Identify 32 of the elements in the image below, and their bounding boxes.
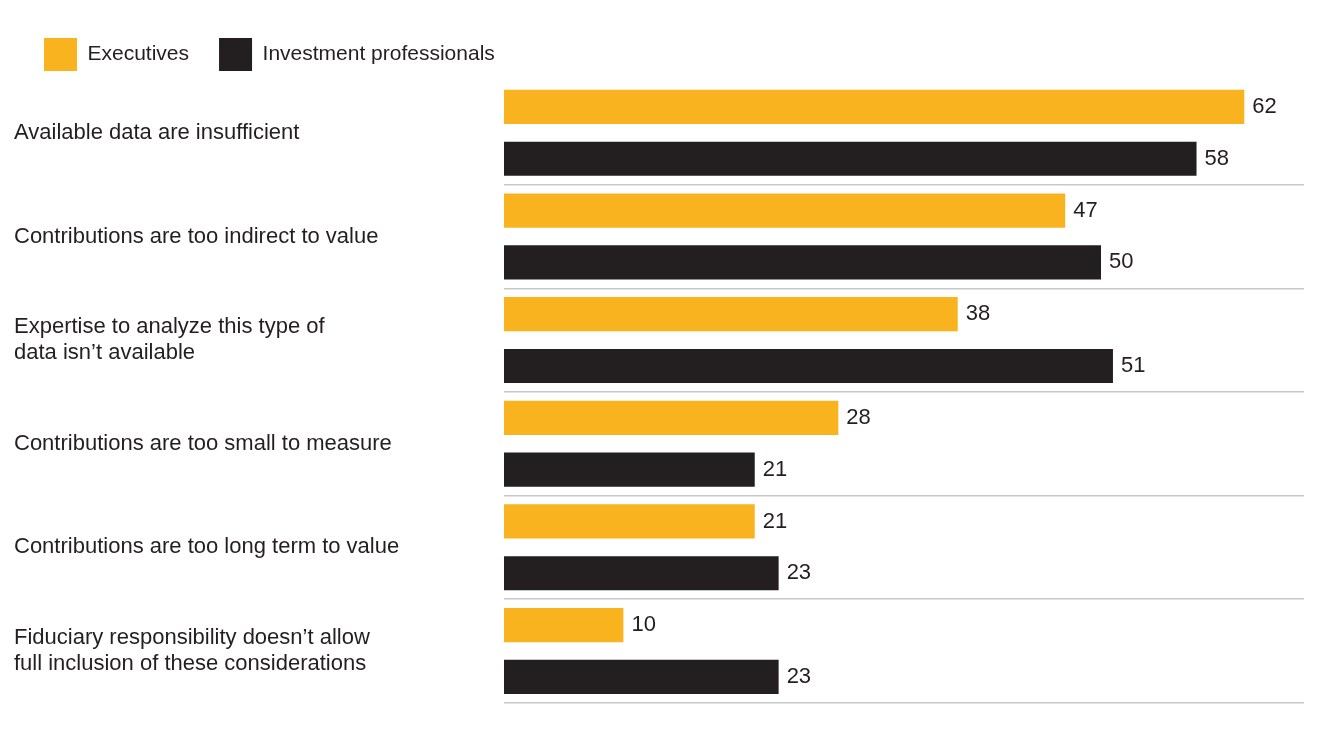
bar [504,556,779,591]
data-label: 58 [1204,144,1230,170]
data-label: 23 [786,559,812,585]
legend-label: Investment professionals [262,41,495,65]
bar [504,89,1245,125]
legend-label: Executives [87,41,190,65]
bar [504,504,755,539]
data-label: 47 [1073,196,1098,222]
bar [504,193,1066,228]
bar [504,452,755,487]
bar [504,141,1197,176]
data-label: 23 [786,662,812,688]
data-label: 28 [846,403,871,429]
y-tick-label: Fiduciary responsibility doesn’t allow full inclusion of these considerations [14,623,370,676]
data-label: 51 [1120,352,1146,378]
y-tick-label: Contributions are too long term to value [14,533,400,559]
y-tick-label: Expertise to analyze this type of data isn’t available [14,312,326,365]
bar [504,607,624,643]
bar [504,297,958,332]
y-tick-label: Available data are insufficient [14,118,300,144]
bar [504,659,779,694]
data-label: 10 [631,611,656,637]
data-label: 21 [762,507,788,533]
bar [504,245,1102,280]
y-tick-label: Contributions are too indirect to value [14,222,379,248]
data-label: 50 [1109,248,1134,274]
bar [504,348,1113,384]
data-label: 38 [965,300,991,326]
data-label: 62 [1252,92,1277,118]
data-label: 21 [762,455,788,481]
bar [504,400,839,435]
y-tick-label: Contributions are too small to measure [14,429,392,455]
